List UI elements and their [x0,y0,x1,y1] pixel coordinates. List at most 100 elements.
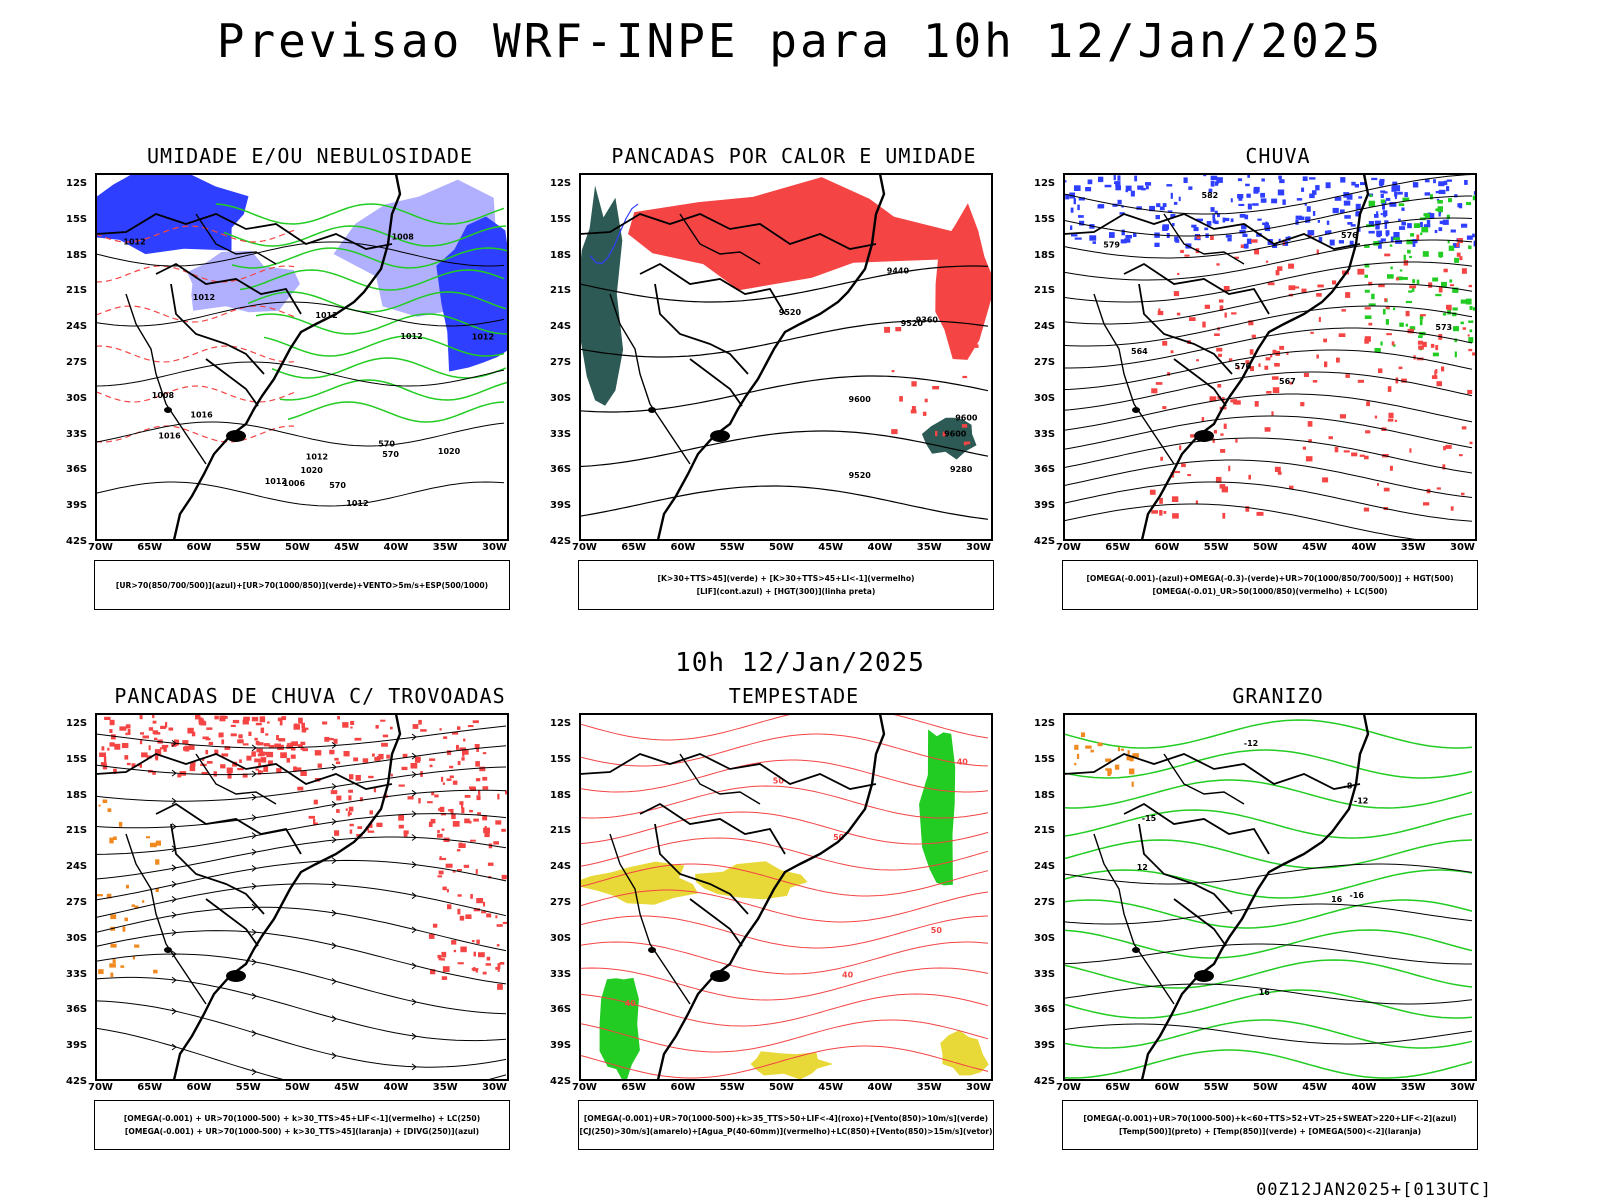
storm-orange-speckle [134,944,140,948]
storm-red-speckle [398,815,404,821]
rain-blue-speckle [1246,193,1251,198]
jet-yellow-area [580,861,698,905]
main-title: Previsao WRF-INPE para 10h 12/Jan/2025 [216,14,1384,68]
streamline-arrow [251,1030,257,1037]
storm-red-speckle [478,952,485,958]
storm-red-speckle [237,768,244,771]
lat-tick-label: 18S [550,249,572,261]
lon-tick-label: 30W [966,542,991,553]
storm-red-speckle [430,818,436,824]
storm-red-speckle [141,752,148,758]
rain-green-speckle [1452,287,1459,293]
storm-red-speckle [286,744,293,749]
rain-green-speckle [1410,233,1415,237]
storm-orange-speckle [109,837,114,844]
rain-green-speckle [1364,274,1368,278]
lon-tick-label: 40W [867,1082,893,1093]
rain-blue-speckle [1301,187,1305,192]
storm-red-speckle [348,795,352,801]
rain-green-speckle [1371,293,1375,300]
lon-tick-label: 65W [621,542,647,553]
rain-red-speckle [1266,391,1272,394]
storm-red-speckle [99,752,106,757]
heat-speckle [891,370,895,373]
rain-red-speckle [1204,304,1210,309]
rain-blue-speckle [1178,196,1181,202]
storm-red-speckle [277,744,284,750]
coastline [1140,174,1370,540]
lat-tick-label: 30S [550,392,572,404]
lat-tick-label: 36S [550,1004,572,1016]
contour-label: -12 [1244,739,1258,748]
rain-blue-speckle [1170,214,1176,218]
storm-red-speckle [127,729,131,735]
storm-red-speckle [367,830,375,833]
streamline-arrow [251,848,257,856]
streamline-arrow [251,814,257,821]
rain-blue-speckle [1170,192,1173,199]
border-line [125,833,207,1005]
rain-blue-speckle [1450,229,1456,233]
border-line [1163,213,1245,265]
contour-label: 40 [842,970,854,979]
storm-red-speckle [333,738,338,744]
rain-red-speckle [1300,402,1305,407]
border-line [1123,802,1270,855]
rain-red-speckle [1160,456,1163,461]
rain-red-speckle [1409,285,1417,289]
rain-green-speckle [1403,254,1406,261]
rain-red-speckle [1289,485,1294,490]
map-frame [1063,173,1477,541]
rain-red-speckle [1173,291,1180,297]
storm-red-speckle [471,940,475,943]
storm-red-speckle [461,803,464,809]
storm-red-speckle [139,738,143,745]
storm-red-speckle [328,737,334,741]
rain-blue-speckle [1391,186,1397,192]
isobar-contour [96,481,505,507]
rain-blue-speckle [1237,178,1243,182]
streamline-arrow [411,733,417,741]
lat-tick-label: 36S [1034,1004,1056,1016]
panel-title: TEMPESTADE [728,684,860,708]
rain-red-speckle [1240,244,1244,248]
storm-red-speckle [430,969,436,975]
rain-red-speckle [1234,400,1241,405]
lat-tick-label: 24S [66,321,88,333]
storm-red-speckle [142,735,149,739]
storm-red-speckle [111,734,116,740]
lat-tick-label: 30S [66,932,88,944]
storm-red-speckle [390,773,393,777]
lat-tick-label: 33S [550,968,572,980]
rain-blue-speckle [1395,240,1402,244]
storm-red-speckle [495,820,502,825]
storm-red-speckle [452,870,456,873]
hgt500-contour [1064,393,1473,431]
rain-red-speckle [1332,280,1337,285]
storm-red-speckle [457,908,461,915]
storm-red-speckle [429,764,433,768]
storm-orange-speckle [120,965,125,968]
lat-tick-label: 24S [550,321,572,333]
rain-blue-speckle [1252,203,1259,206]
storm-red-speckle [464,818,470,824]
temp850-green-contour [1064,959,1473,989]
rain-red-speckle [1151,388,1158,394]
rain-green-speckle [1383,308,1386,315]
storm-red-speckle [177,774,182,778]
rain-red-speckle [1216,263,1220,266]
border-line [1123,262,1270,315]
contour-label: 40 [625,999,637,1008]
rain-red-speckle [1277,471,1282,475]
storm-red-speckle [497,967,500,972]
storm-red-speckle [487,862,494,866]
streamline-arrow [251,832,257,839]
storm-red-speckle [246,755,252,761]
storm-red-speckle [375,725,379,729]
hgt500-contour [1064,437,1473,474]
storm-orange-speckle [122,926,126,932]
storm-red-speckle [476,939,480,944]
rain-red-speckle [1163,511,1167,514]
storm-red-speckle [486,913,492,918]
storm-red-speckle [373,787,377,793]
